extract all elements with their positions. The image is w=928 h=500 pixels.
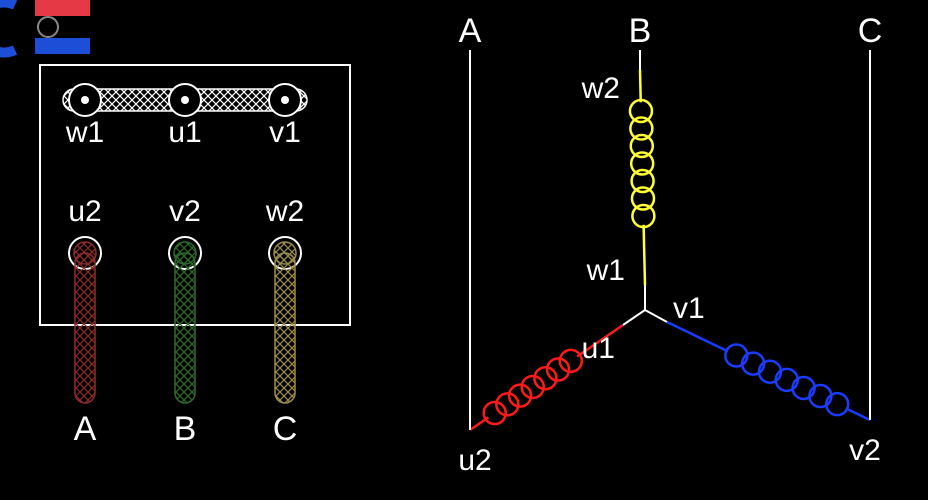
label-u2: u2 xyxy=(68,195,101,228)
label-w2: w2 xyxy=(265,195,304,228)
star-schematic xyxy=(470,50,870,430)
label-w2: w2 xyxy=(581,72,620,105)
lead-w2 xyxy=(275,253,295,403)
label-u2: u2 xyxy=(458,444,491,477)
label-u1: u1 xyxy=(582,332,615,365)
label-v2: v2 xyxy=(169,195,201,228)
label-w1: w1 xyxy=(586,254,625,287)
phase-label-c: C xyxy=(858,12,883,50)
phase-label-a: A xyxy=(74,410,97,448)
label-v1: v1 xyxy=(269,116,301,149)
label-v1: v1 xyxy=(673,292,705,325)
label-v2: v2 xyxy=(849,434,881,467)
lead-v2 xyxy=(175,253,195,403)
winding-v xyxy=(667,322,870,420)
logo xyxy=(0,0,90,54)
label-u1: u1 xyxy=(168,116,201,149)
phase-label-b: B xyxy=(174,410,197,448)
phase-label-c: C xyxy=(273,410,298,448)
winding-w xyxy=(630,70,654,285)
phase-label-b: B xyxy=(629,12,652,50)
phase-label-a: A xyxy=(459,12,482,50)
lead-u2 xyxy=(75,253,95,403)
label-w1: w1 xyxy=(65,116,104,149)
